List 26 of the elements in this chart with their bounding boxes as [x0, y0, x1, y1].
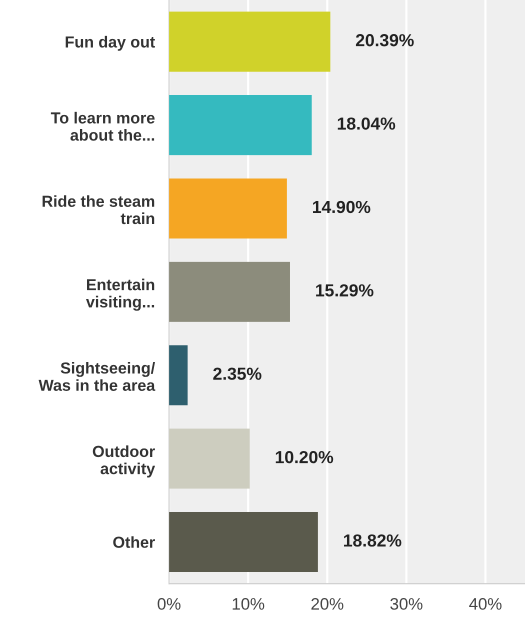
bar [169, 12, 330, 72]
bar [169, 512, 318, 572]
y-tick-label: Outdoor activity [92, 445, 156, 478]
bar [169, 178, 287, 238]
data-label: 15.29% [316, 284, 374, 296]
bar [169, 345, 188, 406]
bar [169, 428, 250, 489]
y-tick-label: Fun day out [66, 36, 155, 51]
bar [169, 262, 290, 322]
x-tick-label: 20% [311, 598, 344, 610]
x-tick-label: 10% [232, 598, 264, 610]
data-label: 10.20% [276, 450, 334, 464]
data-label: 2.35% [213, 368, 262, 380]
data-label: 20.39% [356, 34, 414, 46]
x-tick-label: 30% [390, 598, 422, 610]
data-label: 18.82% [344, 534, 402, 547]
bar [169, 95, 312, 156]
y-tick-label: Sightseeing/ Was in the area [38, 362, 156, 391]
data-label: 14.90% [313, 200, 370, 214]
data-label: 18.04% [338, 117, 396, 130]
y-tick-label: Entertain visiting... [86, 278, 154, 311]
x-tick-label: 0% [158, 598, 180, 610]
y-tick-label: To learn more about the... [50, 112, 155, 141]
y-tick-label: Other [113, 536, 155, 548]
x-tick-label: 40% [469, 598, 502, 610]
y-tick-label: Ride the steam train [42, 195, 154, 224]
